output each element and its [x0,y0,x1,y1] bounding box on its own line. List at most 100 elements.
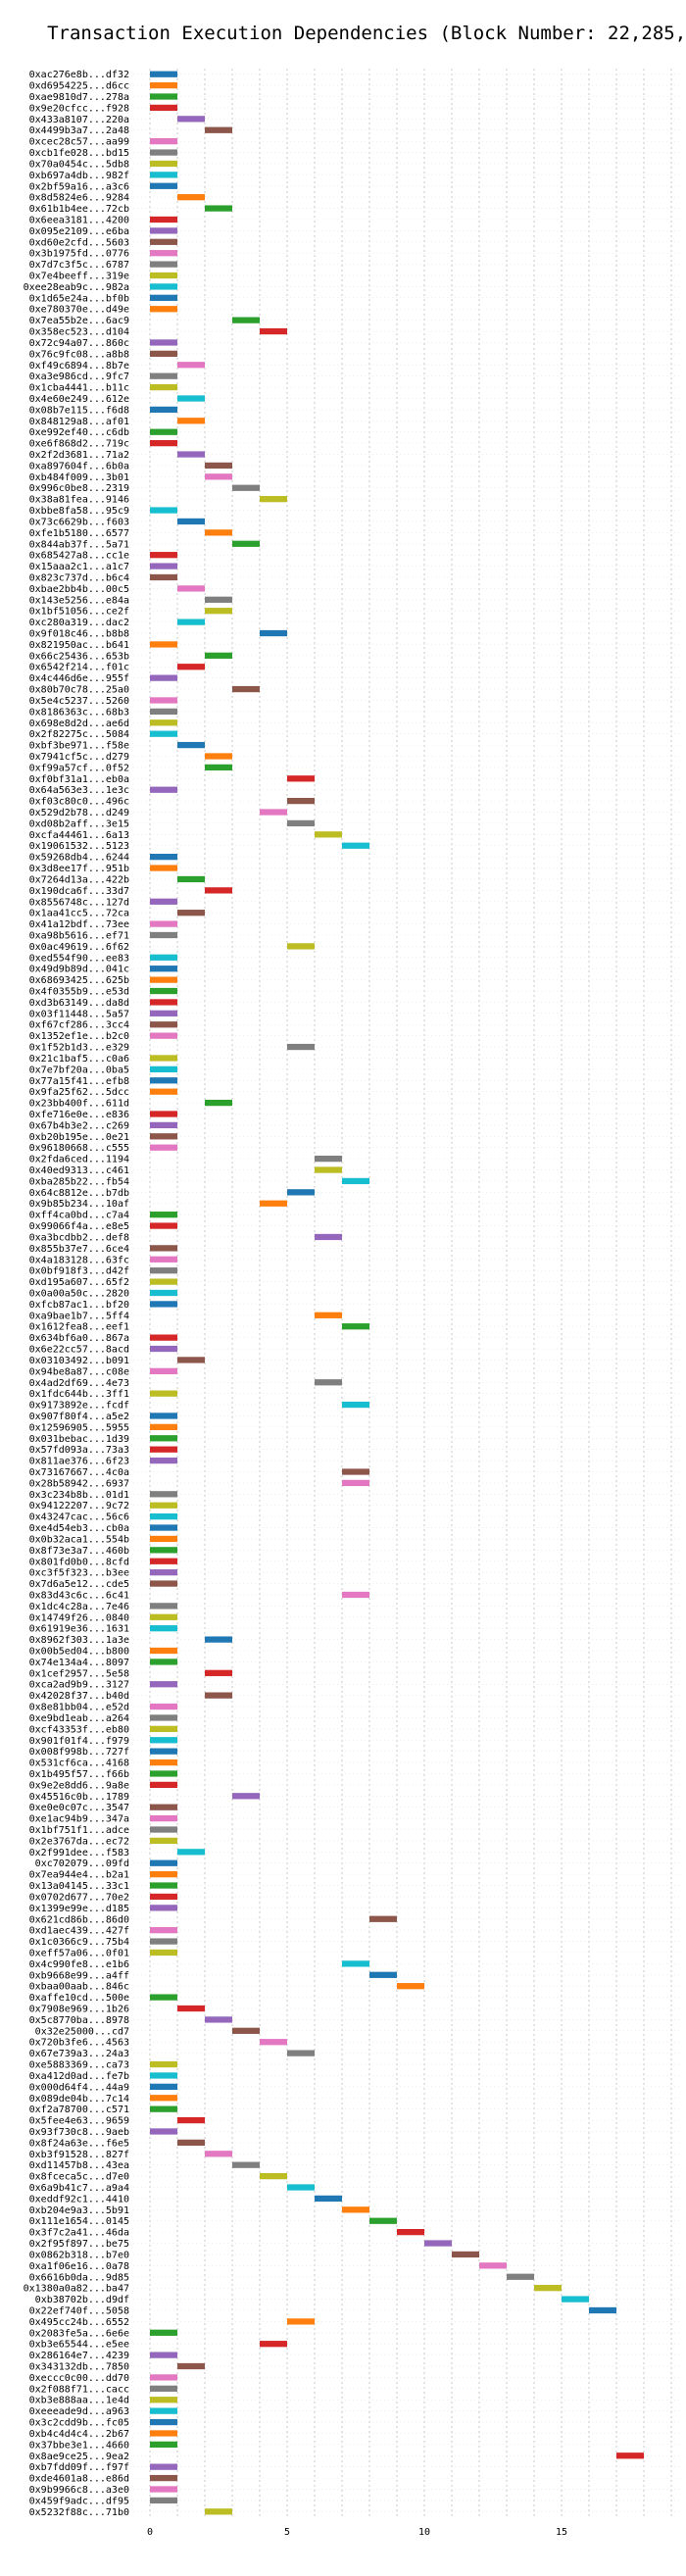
transaction-hash-label: 0x1aa41cc5...72ca [29,909,129,919]
execution-bar [150,2441,177,2448]
execution-bar [150,719,177,726]
execution-bar [150,406,177,414]
transaction-hash-label: 0x286164e7...4239 [29,2351,129,2361]
transaction-hash-label: 0xb697a4db...982f [29,171,129,181]
transaction-hash-label: 0x2083fe5a...6e6e [29,2328,129,2339]
transaction-hash-label: 0xc3f5f323...b3ee [29,1568,129,1579]
execution-bar [342,1323,369,1330]
execution-bar [150,81,177,89]
transaction-hash-label: 0x8186363c...68b3 [29,707,129,718]
execution-bar [205,473,232,480]
execution-bar [150,1491,177,1498]
transaction-hash-label: 0x23bb400f...611d [29,1099,129,1110]
transaction-hash-label: 0x32e25000...cd7 [35,2026,129,2037]
execution-bar [150,227,177,234]
execution-bar [232,317,260,323]
execution-bar [260,629,287,637]
execution-bar [232,540,260,547]
execution-bar [150,1065,177,1073]
execution-bar [150,1994,177,2001]
transaction-hash-label: 0x2bf59a16...a3c6 [29,181,129,192]
execution-bar [150,786,177,793]
execution-bar [150,1703,177,1710]
execution-bar [150,306,177,313]
transaction-hash-label: 0x089de04b...7c14 [29,2094,129,2105]
transaction-hash-label: 0x67e739a3...24a3 [29,2049,129,2059]
execution-bar [150,2407,177,2414]
execution-bar [287,1189,315,1196]
execution-bar [232,2161,260,2168]
execution-bar [150,641,177,648]
transaction-hash-label: 0x7e7bf20a...0ba5 [29,1065,129,1075]
transaction-hash-label: 0x13a04145...33c1 [29,1881,129,1892]
transaction-hash-label: 0x9fa25f62...5dcc [29,1087,129,1098]
execution-bar [397,2229,424,2236]
execution-bar [150,1412,177,1419]
transaction-hash-label: 0x8fceca5c...d7e0 [29,2172,129,2183]
execution-bar [177,585,205,592]
transaction-hash-label: 0x1dc4c28a...7e46 [29,1602,129,1612]
transaction-hash-label: 0x77a15f41...efb8 [29,1076,129,1087]
execution-bar [150,1837,177,1845]
transaction-hash-label: 0x3c2cdd9b...fc05 [29,2418,129,2429]
execution-bar [150,1121,177,1129]
transaction-hash-label: 0x0a00a50c...2820 [29,1289,129,1300]
execution-bar [177,1357,205,1363]
execution-bar [562,2296,589,2303]
execution-bar [150,250,177,257]
execution-bar [287,819,315,827]
execution-bar [150,563,177,570]
transaction-hash-label: 0x848129a8...af01 [29,417,129,427]
execution-bar [150,104,177,112]
execution-bar [260,2039,287,2046]
execution-bar [150,1535,177,1543]
transaction-hash-label: 0xa98b5616...ef71 [29,930,129,941]
transaction-hash-label: 0x61919e36...1631 [29,1624,129,1635]
transaction-hash-label: 0x6616b0da...9d85 [29,2272,129,2283]
transaction-hash-label: 0x6e22cc57...8acd [29,1345,129,1356]
execution-bar [150,2430,177,2437]
transaction-hash-label: 0x4ad2df69...4e73 [29,1378,129,1389]
transaction-hash-label: 0xb3e888aa...1e4d [29,2396,129,2406]
execution-bar [150,999,177,1006]
transaction-hash-label: 0x49d9b89d...041c [29,965,129,975]
transaction-hash-label: 0x73c6629b...f603 [29,517,129,527]
execution-bar [232,484,260,491]
transaction-hash-label: 0xd60e2cfd...5603 [29,237,129,248]
transaction-hash-label: 0xf2a78700...c571 [29,2105,129,2115]
transaction-hash-label: 0x6542f214...f01c [29,663,129,673]
transaction-hash-label: 0x40ed9313...c461 [29,1165,129,1176]
execution-bar [150,1457,177,1464]
transaction-hash-label: 0xac276e8b...df32 [29,70,129,80]
execution-bar [205,753,232,760]
execution-bar [205,596,232,603]
execution-bar [150,573,177,581]
transaction-hash-label: 0x83d43c6c...6c41 [29,1590,129,1601]
execution-bar [150,2329,177,2336]
transaction-hash-label: 0xaffe10cd...500e [29,1993,129,2004]
transaction-hash-label: 0x03f11448...5a57 [29,1009,129,1019]
transaction-hash-label: 0xba285b22...fb54 [29,1176,129,1187]
execution-bar [150,1603,177,1610]
transaction-hash-label: 0x59268db4...6244 [29,853,129,864]
execution-bar [150,898,177,905]
execution-bar [177,664,205,670]
execution-bar [205,2151,232,2157]
transaction-hash-label: 0x7ea55b2e...6ac9 [29,316,129,326]
execution-bar [232,1793,260,1800]
transaction-hash-label: 0x99066f4a...e8e5 [29,1221,129,1232]
execution-bar [150,1245,177,1252]
transaction-hash-label: 0x811ae376...6f23 [29,1457,129,1467]
execution-bar [177,451,205,458]
transaction-hash-label: 0x21c1baf5...c0a6 [29,1054,129,1065]
execution-bar [150,2374,177,2381]
execution-bar [150,160,177,168]
transaction-hash-label: 0x8ae9ce25...9ea2 [29,2452,129,2462]
transaction-hash-label: 0x6eea3181...4200 [29,215,129,225]
execution-bar [150,2072,177,2079]
execution-bar [150,1759,177,1766]
transaction-hash-label: 0xa1f06e16...0a78 [29,2261,129,2272]
execution-bar [150,1055,177,1062]
transaction-labels: 0xac276e8b...df320xd6954225...d6cc0xae98… [24,70,129,2518]
execution-bar [150,1446,177,1453]
